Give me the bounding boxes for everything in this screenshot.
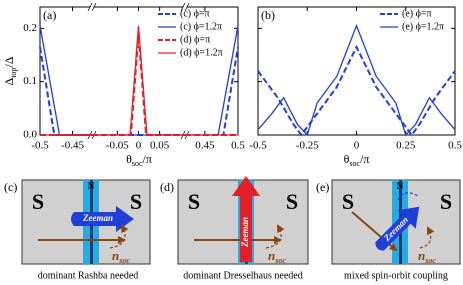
axis-break: [180, 2, 186, 12]
left-label: S: [342, 189, 354, 214]
rotation-arrow: [397, 192, 419, 201]
vector-sub: soc: [118, 256, 130, 265]
x-tick-label: 0.5: [448, 140, 462, 152]
zeeman-arrow-body: [375, 206, 420, 251]
series-line: [39, 25, 92, 136]
vector-sub: soc: [274, 256, 286, 265]
axis-break-gap: [183, 5, 187, 9]
chart: -0.5 -0.45 -0.05 0 0.05 0.45 0.5 0.0 0.1 0.2 (c) ϕ…: [2, 2, 245, 169]
x-tick-label: 0.05: [150, 140, 170, 152]
series-line: [257, 44, 456, 137]
diagram-e: (e) N S S Zeeman nsoc mixed spin-orbit c…: [316, 179, 461, 281]
zeeman-arrow: [232, 176, 260, 262]
axis-label-main: Δ: [2, 78, 16, 86]
rotation-arrow: [265, 224, 285, 249]
diagram-d: (d) N S S Zeeman nsoc dominant Dresselha…: [160, 176, 309, 281]
chart: -0.5 -0.25 0 0.25 0.5 (e) ϕ=π (e) ϕ=1.2π (b) θso…: [249, 6, 462, 169]
axis-label-tail: /π: [360, 152, 369, 166]
legend-label: (c) ϕ=1.2π: [180, 21, 222, 32]
charts: -0.5 -0.45 -0.05 0 0.05 0.45 0.5 0.0 0.1 0.2 (c) ϕ…: [2, 2, 462, 169]
series-line: [185, 46, 239, 136]
zeeman-label: Zeeman: [240, 217, 250, 248]
rotation-arrow: [419, 226, 435, 249]
legend-label: (e) ϕ=1.2π: [402, 21, 444, 32]
vector-sub: soc: [424, 256, 436, 265]
axis-label-sub: top: [9, 68, 18, 78]
vector: n: [268, 248, 275, 263]
left-label: S: [188, 189, 200, 214]
junction-label: N: [397, 181, 404, 191]
axis-break-gap: [90, 5, 94, 9]
axis-label-tail: /π: [143, 152, 152, 166]
y-tick-label: 0.1: [23, 75, 37, 87]
diagram-label: (e): [316, 180, 329, 194]
y-tick-label: 0.2: [23, 22, 37, 34]
axis-label: θsoc/π: [344, 152, 370, 169]
vector-label: nsoc: [418, 248, 436, 265]
x-tick-label: 0: [354, 140, 360, 152]
axis-label-sub: soc: [349, 159, 360, 168]
axis-label: θsoc/π: [126, 152, 152, 169]
series-line: [92, 25, 185, 136]
series-line: [39, 46, 92, 136]
axis-break: [91, 2, 97, 12]
panel-label: (a): [43, 8, 56, 22]
vector-label: nsoc: [268, 248, 286, 265]
x-tick-label: 0.25: [396, 140, 416, 152]
legend-label: (d) ϕ=1.2π: [180, 47, 223, 58]
x-tick-label: 0.5: [231, 140, 245, 152]
axis-label: Δtop/Δ: [2, 56, 19, 85]
diagram-c: (c) N S S Zeeman nsoc dominant Rashba ne…: [4, 179, 151, 281]
vector-label: nsoc: [112, 248, 130, 265]
left-label: S: [32, 189, 44, 214]
right-label: S: [130, 189, 142, 214]
axis-label-tail: /Δ: [2, 56, 16, 67]
axis-break: [87, 2, 93, 12]
rotation-arrow: [109, 224, 129, 249]
caption: dominant Dresselhaus needed: [183, 270, 302, 281]
x-tick-label: -0.25: [296, 140, 319, 152]
legend-label: (e) ϕ=π: [402, 8, 432, 19]
vector: n: [418, 248, 425, 263]
panel-label: (b): [261, 8, 275, 22]
vector: n: [112, 248, 119, 263]
x-tick-label: 0: [136, 140, 142, 152]
x-tick-label: -0.5: [31, 140, 49, 152]
axis-label-sub: soc: [132, 159, 143, 168]
zeeman-arrow: [71, 206, 134, 232]
right-label: S: [440, 189, 452, 214]
caption: mixed spin-orbit coupling: [344, 270, 448, 281]
x-tick-label: -0.45: [61, 140, 84, 152]
diagram-label: (d): [160, 180, 174, 194]
axis-break: [184, 2, 190, 12]
x-tick-label: -0.05: [106, 140, 129, 152]
legend-label: (d) ϕ=π: [180, 34, 210, 45]
axis-label-main: θ: [344, 152, 350, 166]
zeeman-label: Zeeman: [82, 213, 113, 223]
legend-label: (c) ϕ=π: [180, 8, 210, 19]
y-tick-label: 0.0: [23, 129, 37, 141]
right-label: S: [286, 189, 298, 214]
diagram-label: (c): [4, 180, 17, 194]
axis-label-main: θ: [126, 152, 132, 166]
caption: dominant Rashba needed: [38, 270, 139, 281]
x-tick-label: 0.45: [195, 140, 215, 152]
junction-label: N: [88, 181, 95, 191]
series-line: [92, 33, 185, 136]
x-tick-label: -0.5: [249, 140, 267, 152]
series-line: [257, 23, 456, 137]
